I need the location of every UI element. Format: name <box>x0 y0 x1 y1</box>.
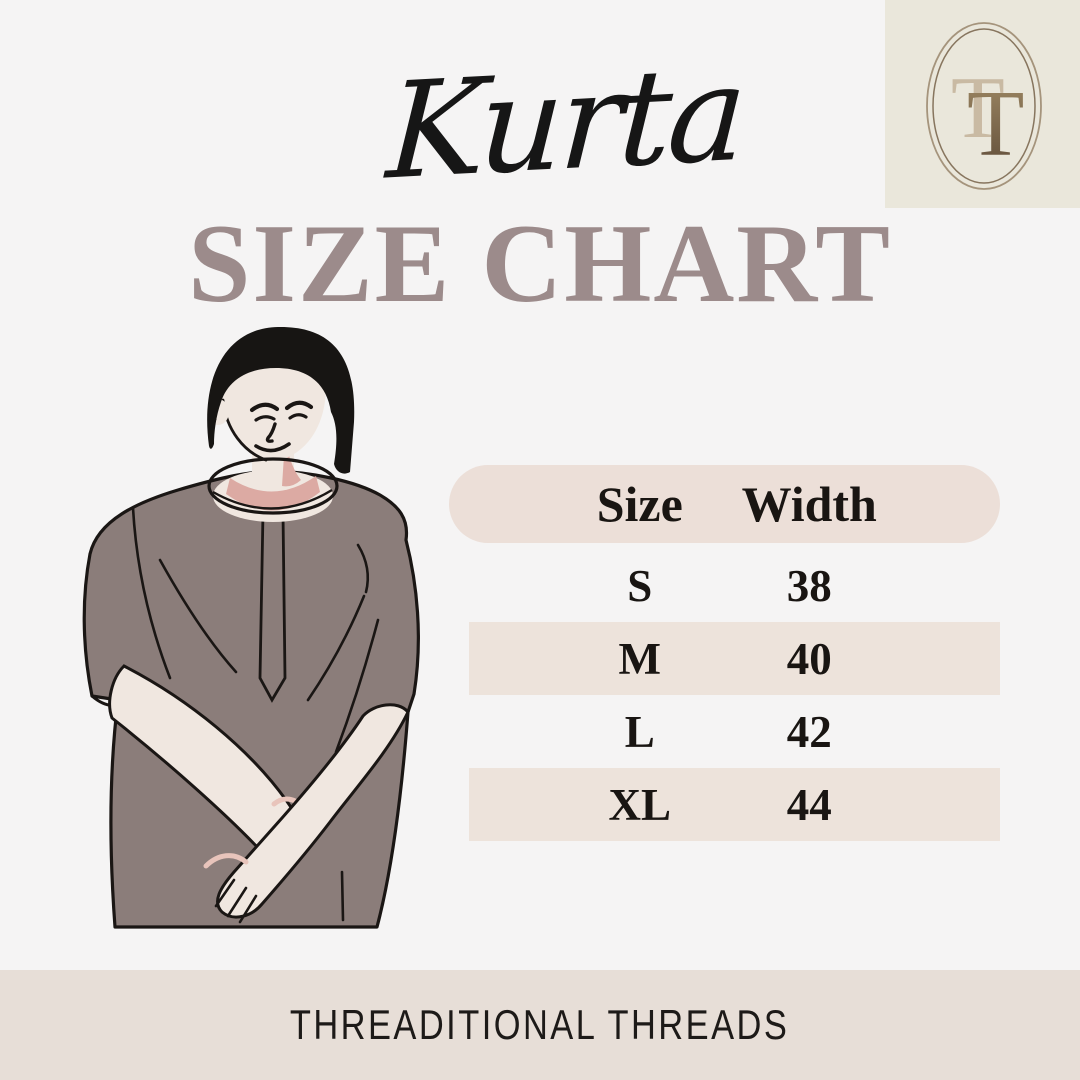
table-row-m: M 40 <box>469 622 1000 695</box>
script-title: Kurta <box>383 36 747 210</box>
kurta-placket <box>258 510 287 703</box>
monogram-front-t: T <box>967 72 1024 176</box>
brand-logo: T T <box>885 0 1080 208</box>
table-row-xl: XL 44 <box>469 768 1000 841</box>
neck-shadow <box>226 476 320 511</box>
table-row-l: L 42 <box>469 695 1000 768</box>
tt-monogram-icon: T T <box>926 22 1042 190</box>
size-cell: M <box>618 633 661 684</box>
table-body: S 38 M 40 L 42 XL 44 <box>469 549 1000 841</box>
man-in-kurta-illustration <box>82 326 420 929</box>
width-cell: 38 <box>786 560 832 611</box>
collar-inner-line <box>212 488 333 510</box>
column-header-width: Width <box>741 476 877 532</box>
brand-name: THREADITIONAL THREADS <box>290 1001 790 1048</box>
size-cell: S <box>627 560 653 611</box>
right-forearm <box>216 703 410 919</box>
lower-hand-fingers <box>214 878 258 924</box>
collar <box>207 457 339 515</box>
page-title: SIZE CHART <box>188 202 892 326</box>
column-header-size: Size <box>596 476 683 532</box>
width-cell: 40 <box>786 633 832 684</box>
size-cell: L <box>624 706 655 757</box>
hair <box>207 326 355 474</box>
width-cell: 44 <box>786 779 832 830</box>
size-cell: XL <box>608 779 671 830</box>
lower-wrist-shadow <box>203 853 249 869</box>
table-row-s: S 38 <box>469 549 1000 622</box>
kurta-fold-lines <box>131 506 380 922</box>
face-features <box>249 400 314 453</box>
size-chart-table: Size Width S 38 M 40 L 42 XL 44 <box>449 465 1000 841</box>
monogram-back-t: T <box>951 60 1005 157</box>
width-cell: 42 <box>786 706 832 757</box>
table-header-pill: Size Width <box>449 465 1000 543</box>
footer-bar: THREADITIONAL THREADS <box>0 970 1080 1080</box>
